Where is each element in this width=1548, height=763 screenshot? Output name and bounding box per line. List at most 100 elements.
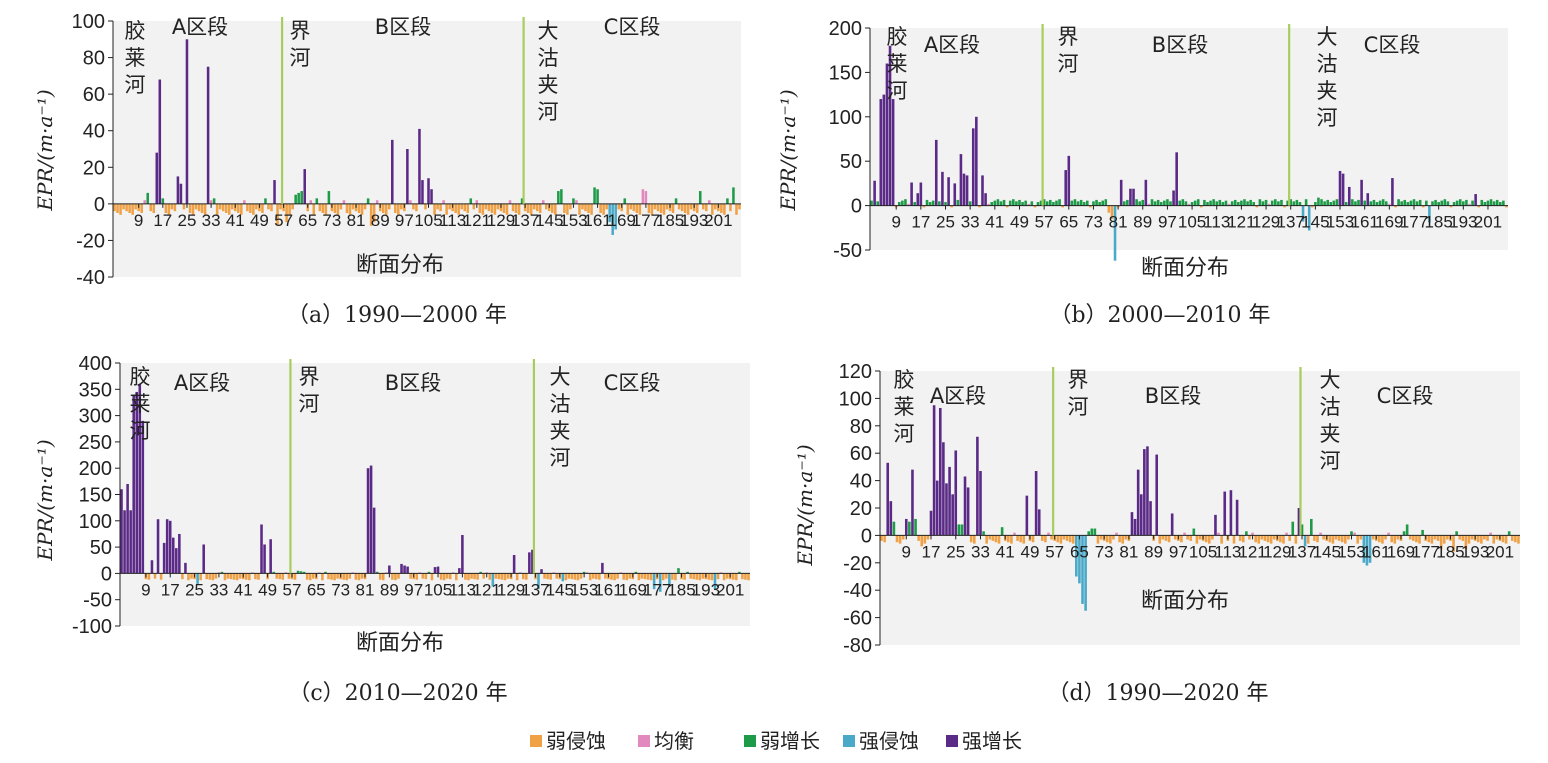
y-tick-label: 40 <box>850 471 872 493</box>
bar-section-102 <box>1192 528 1196 536</box>
y-tick-label: 20 <box>83 157 105 179</box>
y-tick-label: -40 <box>843 580 872 602</box>
bar-section-139 <box>1295 199 1299 206</box>
legend-swatch-weak_growth <box>744 735 756 747</box>
bar-section-147 <box>1320 199 1323 206</box>
bar-section-89 <box>1141 199 1145 206</box>
bar-section-53 <box>270 203 273 212</box>
x-axis-title: 断面分布 <box>1141 589 1229 614</box>
bar-section-28 <box>194 203 198 210</box>
bar-section-94 <box>1156 199 1160 206</box>
bar-section-54 <box>1033 205 1037 208</box>
bar-section-53 <box>278 573 282 580</box>
y-tick-label: 0 <box>851 196 862 218</box>
bar-section-197 <box>1474 194 1477 206</box>
bar-section-6 <box>135 391 139 574</box>
bar-section-48 <box>1015 201 1018 206</box>
bar-section-117 <box>463 203 467 212</box>
bar-section-147 <box>564 573 568 581</box>
bar-section-76 <box>1112 535 1115 540</box>
x-tick-label: 113 <box>449 580 476 599</box>
bar-section-170 <box>1402 531 1406 536</box>
bar-section-150 <box>1329 202 1333 206</box>
bar-section-153 <box>582 571 586 574</box>
bar-section-136 <box>1286 200 1289 206</box>
bar-section-115 <box>1221 202 1225 206</box>
x-tick-label: 145 <box>1301 213 1329 232</box>
bar-section-64 <box>303 169 306 204</box>
bar-section-19 <box>175 548 178 574</box>
bar-section-109 <box>1214 514 1217 536</box>
bar-section-98 <box>406 149 409 204</box>
bar-section-68 <box>1076 201 1080 206</box>
x-tick-label: 121 <box>1227 213 1255 232</box>
bar-section-177 <box>1412 199 1416 206</box>
x-tick-label: 169 <box>1375 213 1403 232</box>
bar-section-74 <box>1105 535 1109 543</box>
bar-section-40 <box>238 573 242 579</box>
bar-section-144 <box>544 203 548 210</box>
x-tick-label: 193 <box>1449 213 1477 232</box>
bar-section-121 <box>1251 532 1254 536</box>
bar-section-52 <box>1037 509 1041 536</box>
bar-section-141 <box>546 573 549 580</box>
bar-section-197 <box>716 573 720 580</box>
bar-section-128 <box>496 203 500 210</box>
bar-section-161 <box>596 189 599 204</box>
bar-section-163 <box>1369 201 1373 206</box>
bar-section-102 <box>1181 199 1185 206</box>
bar-section-25 <box>954 450 958 536</box>
bar-section-164 <box>616 573 619 579</box>
bar-section-68 <box>315 198 319 204</box>
river-label-jie: 界河 <box>290 19 311 70</box>
bar-section-67 <box>312 203 316 215</box>
bar-section-199 <box>711 203 714 215</box>
bar-section-189 <box>1461 535 1465 541</box>
bar-section-74 <box>1095 199 1098 206</box>
bar-section-91 <box>1147 203 1151 206</box>
bar-section-74 <box>333 203 337 213</box>
y-tick-label: 100 <box>839 388 872 410</box>
bar-section-78 <box>354 573 358 580</box>
bar-section-15 <box>162 542 166 574</box>
bar-section-62 <box>297 192 300 204</box>
y-axis-title: EPR/(m·a⁻¹) <box>776 89 800 211</box>
bar-section-165 <box>1387 532 1390 536</box>
bar-section-59 <box>288 203 291 215</box>
bar-section-26 <box>957 524 961 536</box>
x-tick-label: 49 <box>250 211 269 230</box>
bar-section-31 <box>962 173 966 206</box>
chart-panel-d: -80 -60 -40 -20 0 20 40 60 80 100 120 9 17 25 33 41 49 57… <box>793 361 1520 706</box>
bar-section-85 <box>375 571 379 574</box>
bar-section-133 <box>511 203 515 212</box>
bar-section-162 <box>599 203 602 213</box>
bar-section-178 <box>1427 535 1431 543</box>
bar-section-179 <box>1418 199 1422 206</box>
bar-section-141 <box>1301 205 1305 222</box>
bar-section-195 <box>1480 535 1483 544</box>
y-tick-label: 150 <box>829 62 862 84</box>
bar-section-122 <box>488 573 492 580</box>
y-tick-label: -40 <box>76 267 105 289</box>
bar-section-123 <box>1257 535 1261 544</box>
bar-section-146 <box>551 203 554 213</box>
bar-section-117 <box>1227 203 1231 206</box>
bar-section-47 <box>252 203 255 215</box>
x-tick-label: 65 <box>307 580 326 599</box>
bar-section-191 <box>1467 535 1471 544</box>
x-tick-label: 121 <box>463 211 491 230</box>
bar-section-13 <box>907 203 910 206</box>
bar-section-82 <box>1130 512 1134 536</box>
bar-section-192 <box>1470 535 1474 540</box>
bar-section-33 <box>968 201 972 206</box>
bar-section-150 <box>563 203 566 213</box>
plot-area <box>120 363 750 626</box>
bar-section-37 <box>991 535 995 541</box>
bar-section-31 <box>211 573 215 581</box>
bar-section-148 <box>567 573 571 579</box>
x-tick-label: 105 <box>424 580 452 599</box>
x-tick-label: 161 <box>1350 213 1378 232</box>
bar-section-96 <box>1173 535 1177 540</box>
bar-section-106 <box>430 189 433 204</box>
bar-section-138 <box>1303 535 1307 547</box>
